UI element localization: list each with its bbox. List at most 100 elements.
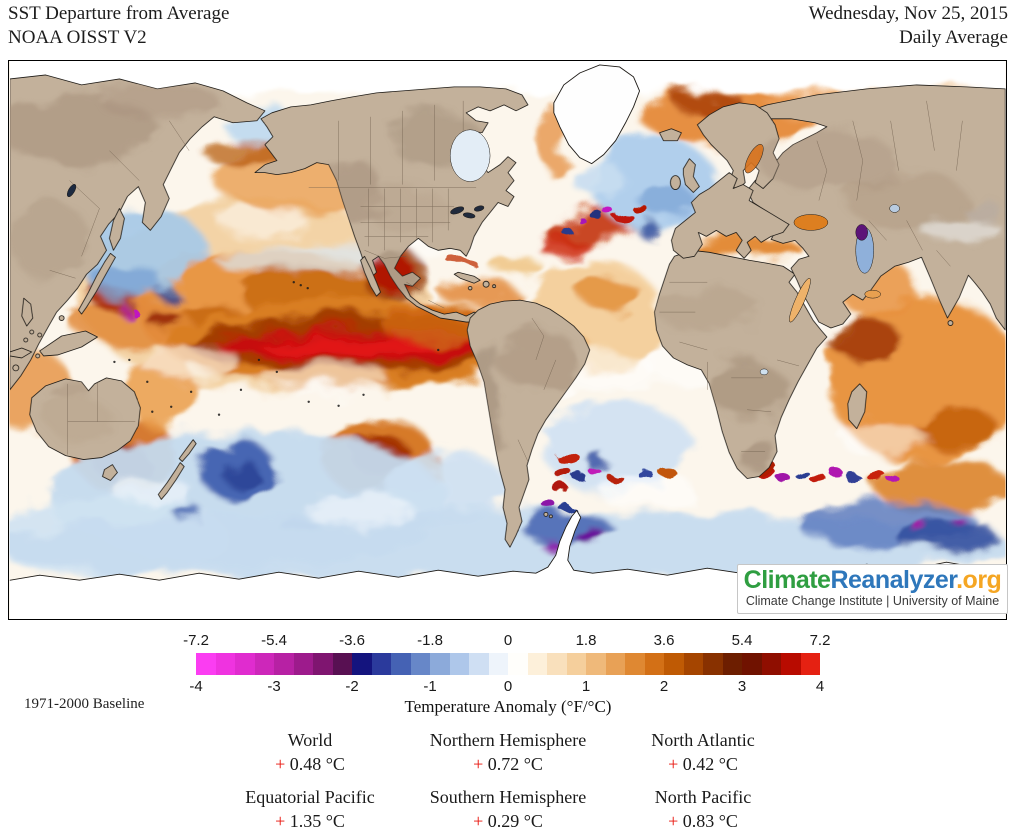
tick-label: -1: [423, 678, 437, 695]
greenland: [553, 64, 641, 165]
colorbar: -7.2 -5.4 -3.6 -1.8 0 1.8 3.6 5.4 7.2 -4 -3 -2 -1 0 1…: [183, 632, 830, 717]
tick-label: -4: [189, 678, 203, 695]
colorbar-segment: [469, 653, 489, 675]
colorbar-segment: [254, 653, 274, 675]
colorbar-segment: [196, 653, 216, 675]
colorbar-segment: [703, 653, 723, 675]
stats-column-1: World + 0.48 °C Equatorial Pacific + 1.3…: [210, 728, 410, 834]
colorbar-segment: [800, 653, 820, 675]
tick-label: -7.2: [183, 632, 209, 649]
tick-label: -5.4: [261, 632, 287, 649]
sst-anomaly-map: [8, 60, 1007, 620]
stat-equatorial-pacific: Equatorial Pacific + 1.35 °C: [210, 785, 410, 833]
colorbar-segment: [215, 653, 235, 675]
arctic-ice: [9, 61, 1006, 93]
colorbar-segment: [391, 653, 411, 675]
stat-value: + 0.72 °C: [473, 754, 543, 774]
red-sea: [789, 277, 811, 323]
plus-sign: +: [275, 754, 286, 774]
stat-value: + 0.48 °C: [275, 754, 345, 774]
colorbar-segment: [605, 653, 625, 675]
stat-label: Northern Hemisphere: [429, 730, 587, 750]
date-label: Wednesday, Nov 25, 2015: [808, 3, 1008, 24]
tick-label: -3: [267, 678, 281, 695]
colorbar-segment: [449, 653, 469, 675]
logo-part-climate: Climate: [743, 566, 831, 594]
aggregation-label: Daily Average: [899, 27, 1008, 48]
inland-waters: [66, 129, 900, 376]
colorbar-f-labels: -7.2 -5.4 -3.6 -1.8 0 1.8 3.6 5.4 7.2: [183, 632, 830, 650]
colorbar-segment: [761, 653, 781, 675]
colorbar-gradient: [196, 653, 820, 675]
colorbar-segment: [722, 653, 742, 675]
tick-label: 0: [503, 678, 513, 695]
site-logo[interactable]: ClimateReanalyzer.org: [738, 566, 1007, 594]
baseline-label: 1971-2000 Baseline: [24, 696, 145, 712]
colorbar-segment: [430, 653, 450, 675]
stat-value: + 0.29 °C: [473, 811, 543, 831]
tick-label: 7.2: [809, 632, 831, 649]
madagascar: [847, 383, 868, 430]
colorbar-segment: [508, 653, 528, 675]
tick-label: -1.8: [417, 632, 443, 649]
stat-value: + 0.83 °C: [668, 811, 738, 831]
island-specks: [113, 281, 440, 416]
tick-label: 1: [581, 678, 591, 695]
colorbar-segment: [527, 653, 547, 675]
tick-label: 0: [503, 632, 513, 649]
tick-label: -2: [345, 678, 359, 695]
colorbar-segment: [235, 653, 255, 675]
british-isles: [682, 158, 700, 193]
tick-label: 1.8: [575, 632, 597, 649]
tick-label: 3: [737, 678, 747, 695]
stat-world: World + 0.48 °C: [210, 728, 410, 776]
stats-column-2: Northern Hemisphere + 0.72 °C Southern H…: [398, 728, 618, 834]
colorbar-segment: [332, 653, 352, 675]
tick-label: 5.4: [731, 632, 753, 649]
logo-part-org: .org: [956, 566, 1002, 594]
colorbar-axis-label: Temperature Anomaly (°F/°C): [404, 697, 612, 716]
colorbar-segment: [547, 653, 567, 675]
tick-label: 3.6: [653, 632, 675, 649]
stat-label: Southern Hemisphere: [429, 787, 587, 807]
colorbar-segment: [352, 653, 372, 675]
stat-northern-hemisphere: Northern Hemisphere + 0.72 °C: [398, 728, 618, 776]
hudson-bay: [449, 129, 491, 182]
stat-north-pacific: North Pacific + 0.83 °C: [603, 785, 803, 833]
stat-north-atlantic: North Atlantic + 0.42 °C: [603, 728, 803, 776]
colorbar-segment: [274, 653, 294, 675]
colorbar-segment: [781, 653, 801, 675]
page-title: SST Departure from Average: [8, 3, 230, 24]
stat-label: Equatorial Pacific: [245, 787, 375, 807]
japan: [78, 252, 116, 315]
colorbar-segment: [566, 653, 586, 675]
eddy-speckle-layer: [130, 202, 899, 515]
header-right: Wednesday, Nov 25, 2015 Daily Average: [809, 2, 1008, 50]
new-zealand: [157, 462, 185, 500]
colorbar-segment: [664, 653, 684, 675]
colorbar-segment: [644, 653, 664, 675]
plus-sign: +: [275, 811, 286, 831]
tick-label: 2: [659, 678, 669, 695]
stat-label: World: [287, 730, 333, 750]
logo-part-reanalyzer: Reanalyzer: [830, 566, 957, 594]
colorbar-segment: [586, 653, 606, 675]
plus-sign: +: [668, 754, 679, 774]
stats-column-3: North Atlantic + 0.42 °C North Pacific +…: [603, 728, 803, 834]
colorbar-segment: [293, 653, 313, 675]
colorbar-segment: [371, 653, 391, 675]
iceland: [659, 128, 682, 142]
colorbar-segment: [313, 653, 333, 675]
stat-label: North Pacific: [654, 787, 752, 807]
institute-label: Climate Change Institute | University of…: [745, 594, 1000, 608]
new-guinea: [39, 330, 98, 357]
land-layer: [9, 74, 1006, 548]
header-left: SST Departure from Average NOAA OISST V2: [8, 2, 229, 50]
plus-sign: +: [473, 811, 484, 831]
plus-sign: +: [668, 811, 679, 831]
border-lines: [49, 100, 963, 462]
colorbar-segment: [488, 653, 508, 675]
tick-label: 4: [815, 678, 825, 695]
climate-reanalyzer-branding[interactable]: ClimateReanalyzer.org Climate Change Ins…: [737, 564, 1008, 614]
